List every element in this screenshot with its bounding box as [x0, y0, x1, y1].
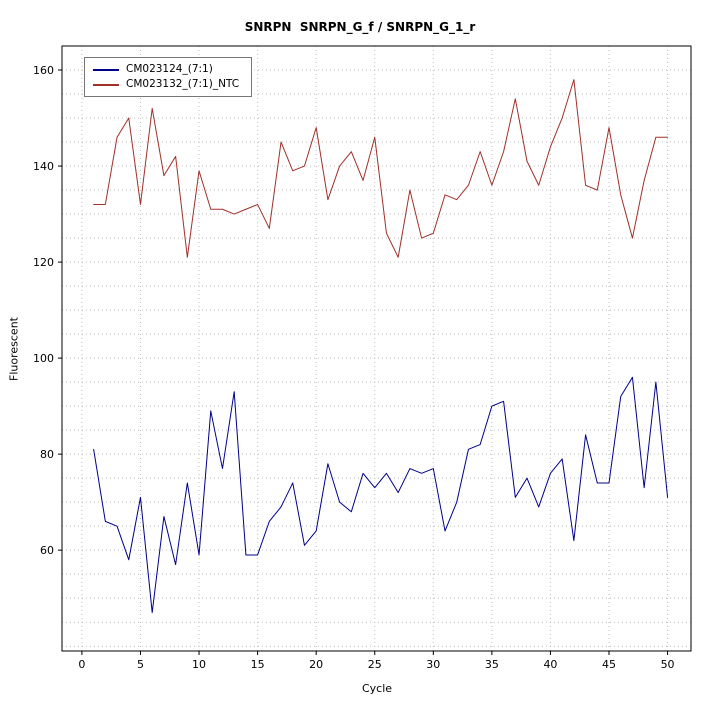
x-tick-label: 5	[137, 658, 144, 671]
y-tick-label: 120	[33, 256, 54, 269]
x-tick-label: 10	[192, 658, 206, 671]
y-tick-label: 80	[40, 448, 54, 461]
y-tick-label: 160	[33, 64, 54, 77]
grid	[62, 45, 691, 651]
y-tick-label: 140	[33, 160, 54, 173]
x-tick-label: 50	[661, 658, 675, 671]
x-tick-label: 30	[426, 658, 440, 671]
legend-item: CM023132_(7:1)_NTC	[93, 77, 239, 92]
x-tick-label: 45	[602, 658, 616, 671]
chart-title: SNRPN SNRPN_G_f / SNRPN_G_1_r	[244, 20, 476, 34]
x-tick-label: 15	[251, 658, 265, 671]
x-tick-label: 40	[543, 658, 557, 671]
legend-label: CM023132_(7:1)_NTC	[126, 78, 240, 90]
y-tick-label: 100	[33, 352, 54, 365]
legend-label: CM023124_(7:1)	[126, 63, 213, 75]
x-tick-label: 35	[485, 658, 499, 671]
x-tick-label: 20	[309, 658, 323, 671]
x-axis-label: Cycle	[361, 682, 393, 695]
series-0-line-swatch	[93, 68, 119, 71]
y-axis-label: Fluorescent	[7, 317, 21, 381]
x-tick-label: 25	[368, 658, 382, 671]
y-tick-label: 60	[40, 544, 54, 557]
legend-item: CM023124_(7:1)	[93, 62, 239, 77]
series-1-line-swatch	[93, 83, 119, 86]
legend: CM023124_(7:1) CM023132_(7:1)_NTC	[84, 57, 253, 97]
series-line-0	[93, 376, 669, 614]
axes: 0 5 10 15 20 25 30 35 40 45 50 60 80 100 120 140 160	[33, 64, 675, 671]
plot-box	[61, 45, 692, 652]
x-tick-label: 0	[78, 658, 85, 671]
series-line-1	[93, 79, 669, 258]
